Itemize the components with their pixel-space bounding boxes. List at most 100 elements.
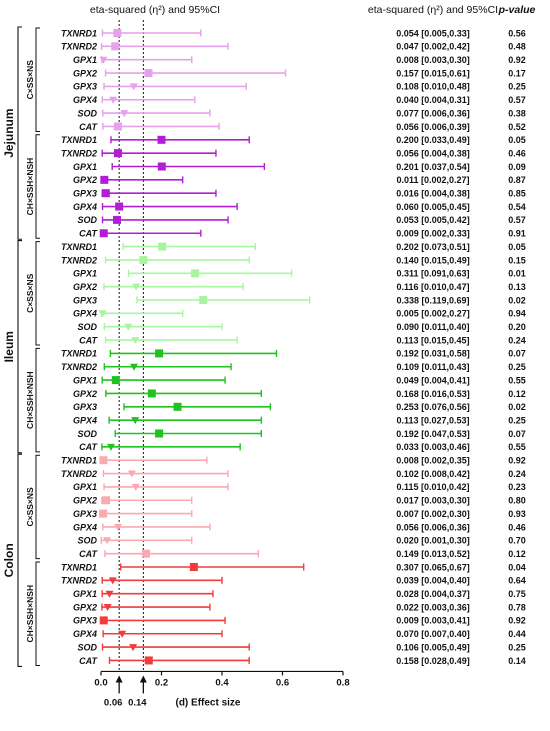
- gene-label: SOD: [77, 215, 97, 225]
- p-value: 0.15: [508, 255, 526, 265]
- effect-size-value: 0.017 [0.003,0.30]: [396, 496, 470, 506]
- point-marker-square: [101, 189, 110, 198]
- gene-label: GPX2: [73, 496, 97, 506]
- point-marker-triangle: [99, 56, 108, 64]
- threshold-arrow-head: [139, 675, 147, 683]
- p-value: 0.09: [508, 162, 526, 172]
- point-marker-triangle: [103, 537, 112, 545]
- point-marker-triangle: [105, 590, 114, 598]
- point-marker-triangle: [103, 604, 112, 612]
- gene-label: GPX3: [73, 295, 97, 305]
- effect-size-value: 0.113 [0.027,0.53]: [396, 415, 469, 425]
- p-value: 0.94: [508, 309, 526, 319]
- point-marker-triangle: [129, 363, 138, 371]
- p-value: 0.25: [508, 82, 526, 92]
- gene-label: GPX2: [73, 282, 97, 292]
- p-value: 0.87: [508, 175, 526, 185]
- point-marker-triangle: [118, 630, 127, 638]
- point-marker-triangle: [98, 310, 107, 318]
- gene-label: TXNRD1: [61, 562, 97, 572]
- point-marker-square: [100, 175, 109, 184]
- threshold-arrow-head: [115, 675, 123, 683]
- effect-size-value: 0.053 [0.005,0.42]: [396, 215, 470, 225]
- p-value: 0.13: [508, 282, 526, 292]
- effect-size-value: 0.009 [0.003,0.41]: [396, 616, 470, 626]
- gene-label: GPX1: [73, 589, 97, 599]
- gene-label: TXNRD2: [61, 576, 97, 586]
- gene-label: CAT: [79, 549, 98, 559]
- point-marker-triangle: [129, 644, 138, 652]
- effect-size-value: 0.049 [0.004,0.41]: [396, 375, 470, 385]
- p-value: 0.25: [508, 415, 526, 425]
- effect-size-value: 0.201 [0.037,0.54]: [396, 162, 470, 172]
- p-value: 0.56: [508, 28, 526, 38]
- effect-size-value: 0.020 [0.001,0.30]: [396, 536, 470, 546]
- gene-label: GPX3: [73, 82, 97, 92]
- threshold-label: 0.14: [128, 697, 147, 708]
- effect-size-value: 0.157 [0.015,0.61]: [396, 68, 470, 78]
- tissue-label: Colon: [2, 543, 16, 577]
- p-value: 0.14: [508, 656, 526, 666]
- point-marker-square: [113, 149, 122, 158]
- effect-size-value: 0.008 [0.003,0.30]: [396, 55, 470, 65]
- gene-label: TXNRD2: [61, 469, 97, 479]
- point-marker-square: [158, 242, 167, 251]
- tissue-bracket: [17, 453, 22, 667]
- effect-size-value: 0.011 [0.002,0.27]: [396, 175, 469, 185]
- group-bracket: [35, 454, 40, 560]
- p-value: 0.12: [508, 549, 526, 559]
- p-value: 0.55: [508, 442, 526, 452]
- point-marker-square: [191, 269, 200, 278]
- point-marker-triangle: [113, 523, 122, 531]
- gene-label: TXNRD1: [61, 242, 97, 252]
- p-value: 0.17: [508, 68, 526, 78]
- effect-size-value: 0.116 [0.010,0.47]: [396, 282, 469, 292]
- value-column-header: eta-squared (η²) and 95%CI: [368, 4, 498, 16]
- effect-size-value: 0.047 [0.002,0.42]: [396, 42, 470, 52]
- effect-size-value: 0.253 [0.076,0.56]: [396, 402, 470, 412]
- x-axis-label: (d) Effect size: [175, 697, 240, 708]
- point-marker-triangle: [106, 443, 115, 451]
- x-tick-label: 0.8: [336, 677, 349, 688]
- effect-size-value: 0.056 [0.004,0.38]: [396, 148, 470, 158]
- point-marker-square: [157, 135, 166, 144]
- point-marker-triangle: [127, 470, 136, 478]
- effect-size-value: 0.192 [0.047,0.53]: [396, 429, 470, 439]
- effect-size-value: 0.202 [0.073,0.51]: [396, 242, 470, 252]
- gene-label: CAT: [79, 122, 98, 132]
- effect-size-value: 0.007 [0.002,0.30]: [396, 509, 470, 519]
- p-value: 0.54: [508, 202, 526, 212]
- gene-label: TXNRD1: [61, 135, 97, 145]
- p-value: 0.75: [508, 589, 526, 599]
- p-value: 0.78: [508, 602, 526, 612]
- point-marker-square: [111, 42, 120, 51]
- p-value-column-header: p-value: [498, 4, 536, 16]
- effect-size-value: 0.168 [0.016,0.53]: [396, 389, 470, 399]
- gene-label: GPX2: [73, 602, 97, 612]
- p-value: 0.25: [508, 642, 526, 652]
- gene-label: TXNRD2: [61, 42, 97, 52]
- tissue-label: Jejunum: [2, 108, 16, 157]
- effect-size-value: 0.158 [0.028,0.49]: [396, 656, 470, 666]
- gene-label: GPX1: [73, 375, 97, 385]
- gene-label: CAT: [79, 335, 98, 345]
- gene-label: SOD: [77, 642, 97, 652]
- gene-label: GPX4: [73, 309, 97, 319]
- point-marker-triangle: [124, 323, 133, 331]
- point-marker-square: [102, 496, 111, 505]
- point-marker-square: [99, 509, 108, 518]
- x-tick-label: 0.2: [155, 677, 168, 688]
- group-bracket: [35, 561, 40, 666]
- group-bracket: [35, 241, 40, 346]
- p-value: 0.70: [508, 536, 526, 546]
- effect-size-value: 0.113 [0.015,0.45]: [396, 335, 469, 345]
- point-marker-square: [155, 429, 164, 438]
- p-value: 0.20: [508, 322, 526, 332]
- gene-label: GPX2: [73, 68, 97, 78]
- p-value: 0.57: [508, 215, 526, 225]
- effect-size-value: 0.070 [0.007,0.40]: [396, 629, 470, 639]
- point-marker-square: [155, 349, 164, 358]
- effect-size-value: 0.338 [0.119,0.69]: [396, 295, 469, 305]
- p-value: 0.38: [508, 108, 526, 118]
- gene-label: TXNRD2: [61, 148, 97, 158]
